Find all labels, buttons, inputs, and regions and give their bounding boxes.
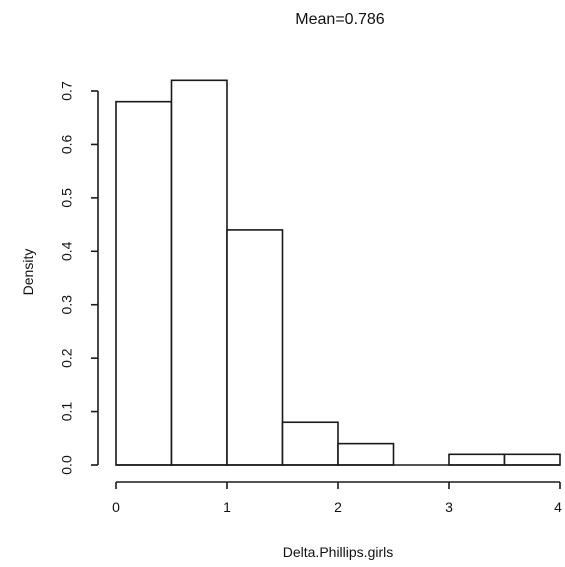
- histogram-bar-3: [226, 229, 284, 466]
- histogram-bar-5: [337, 442, 395, 466]
- x-tick-label: 0: [112, 499, 120, 515]
- histogram-bars: [115, 79, 561, 466]
- chart-title: Mean=0.786: [295, 11, 385, 28]
- y-tick-label: 0.6: [59, 134, 75, 154]
- x-tick-label: 1: [223, 499, 231, 515]
- x-tick-label: 4: [554, 499, 562, 515]
- x-axis: 0 1 2 3 4: [112, 481, 562, 515]
- y-tick-label: 0.2: [59, 348, 75, 368]
- histogram-bar-2: [170, 79, 228, 466]
- y-tick-label: 0.5: [59, 188, 75, 208]
- y-tick-label: 0.7: [59, 81, 75, 101]
- y-axis: 0.0 0.1 0.2 0.3 0.4 0.5 0.6 0.7: [59, 81, 99, 475]
- x-axis-title: Delta.Phillips.girls: [283, 544, 393, 560]
- y-axis-title: Density: [20, 249, 36, 296]
- histogram-bar-4: [281, 421, 339, 466]
- x-tick-label: 3: [445, 499, 453, 515]
- histogram-bar-7: [448, 453, 506, 466]
- y-tick-label: 0.4: [59, 241, 75, 261]
- y-tick-label: 0.0: [59, 455, 75, 475]
- histogram-bar-1: [115, 100, 173, 466]
- y-tick-label: 0.3: [59, 295, 75, 315]
- histogram-bar-8: [503, 453, 561, 466]
- x-tick-label: 2: [334, 499, 342, 515]
- y-tick-label: 0.1: [59, 402, 75, 422]
